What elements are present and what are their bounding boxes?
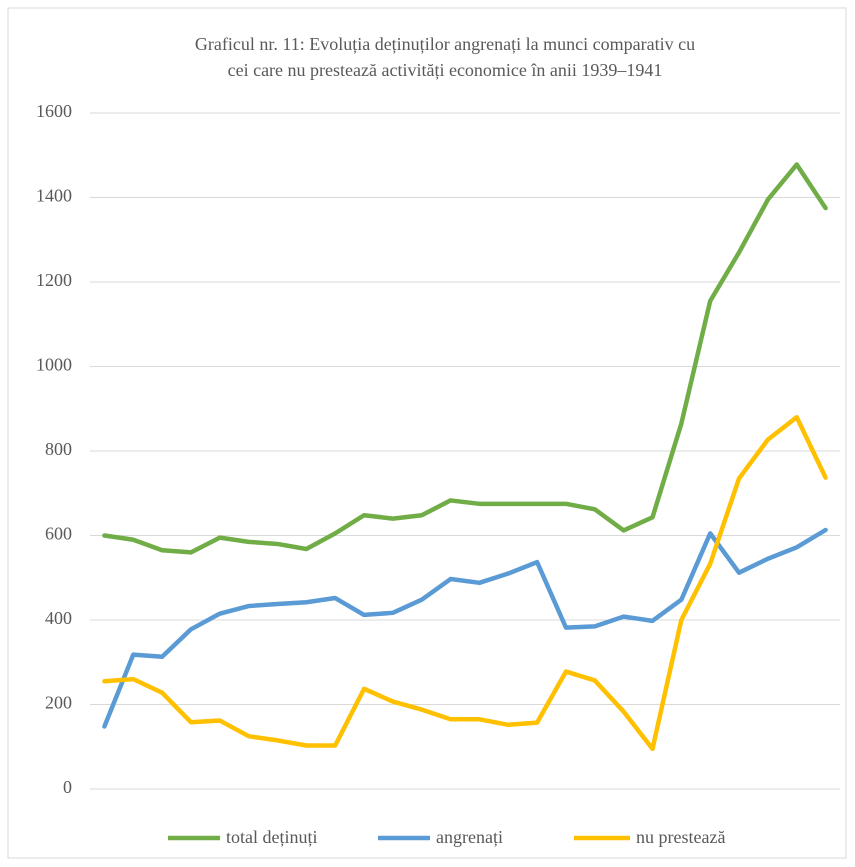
y-tick-label: 1000 — [36, 355, 72, 375]
series-line — [102, 414, 828, 752]
y-tick-label: 400 — [45, 608, 72, 628]
legend-label: angrenați — [436, 827, 503, 847]
y-tick-label: 200 — [45, 693, 72, 713]
y-tick-label: 0 — [63, 777, 72, 797]
chart-title: cei care nu prestează activități economi… — [228, 60, 663, 80]
series-line — [102, 527, 828, 729]
legend-label: total deținuți — [226, 827, 318, 847]
chart-frame — [7, 7, 847, 859]
legend-label: nu prestează — [636, 827, 725, 847]
y-tick-label: 1200 — [36, 270, 72, 290]
y-tick-label: 800 — [45, 439, 72, 459]
y-tick-label: 1600 — [36, 101, 72, 121]
chart-title: Graficul nr. 11: Evoluția deținuților an… — [195, 34, 695, 54]
series-line — [102, 162, 828, 555]
y-tick-label: 600 — [45, 524, 72, 544]
y-tick-label: 1400 — [36, 186, 72, 206]
